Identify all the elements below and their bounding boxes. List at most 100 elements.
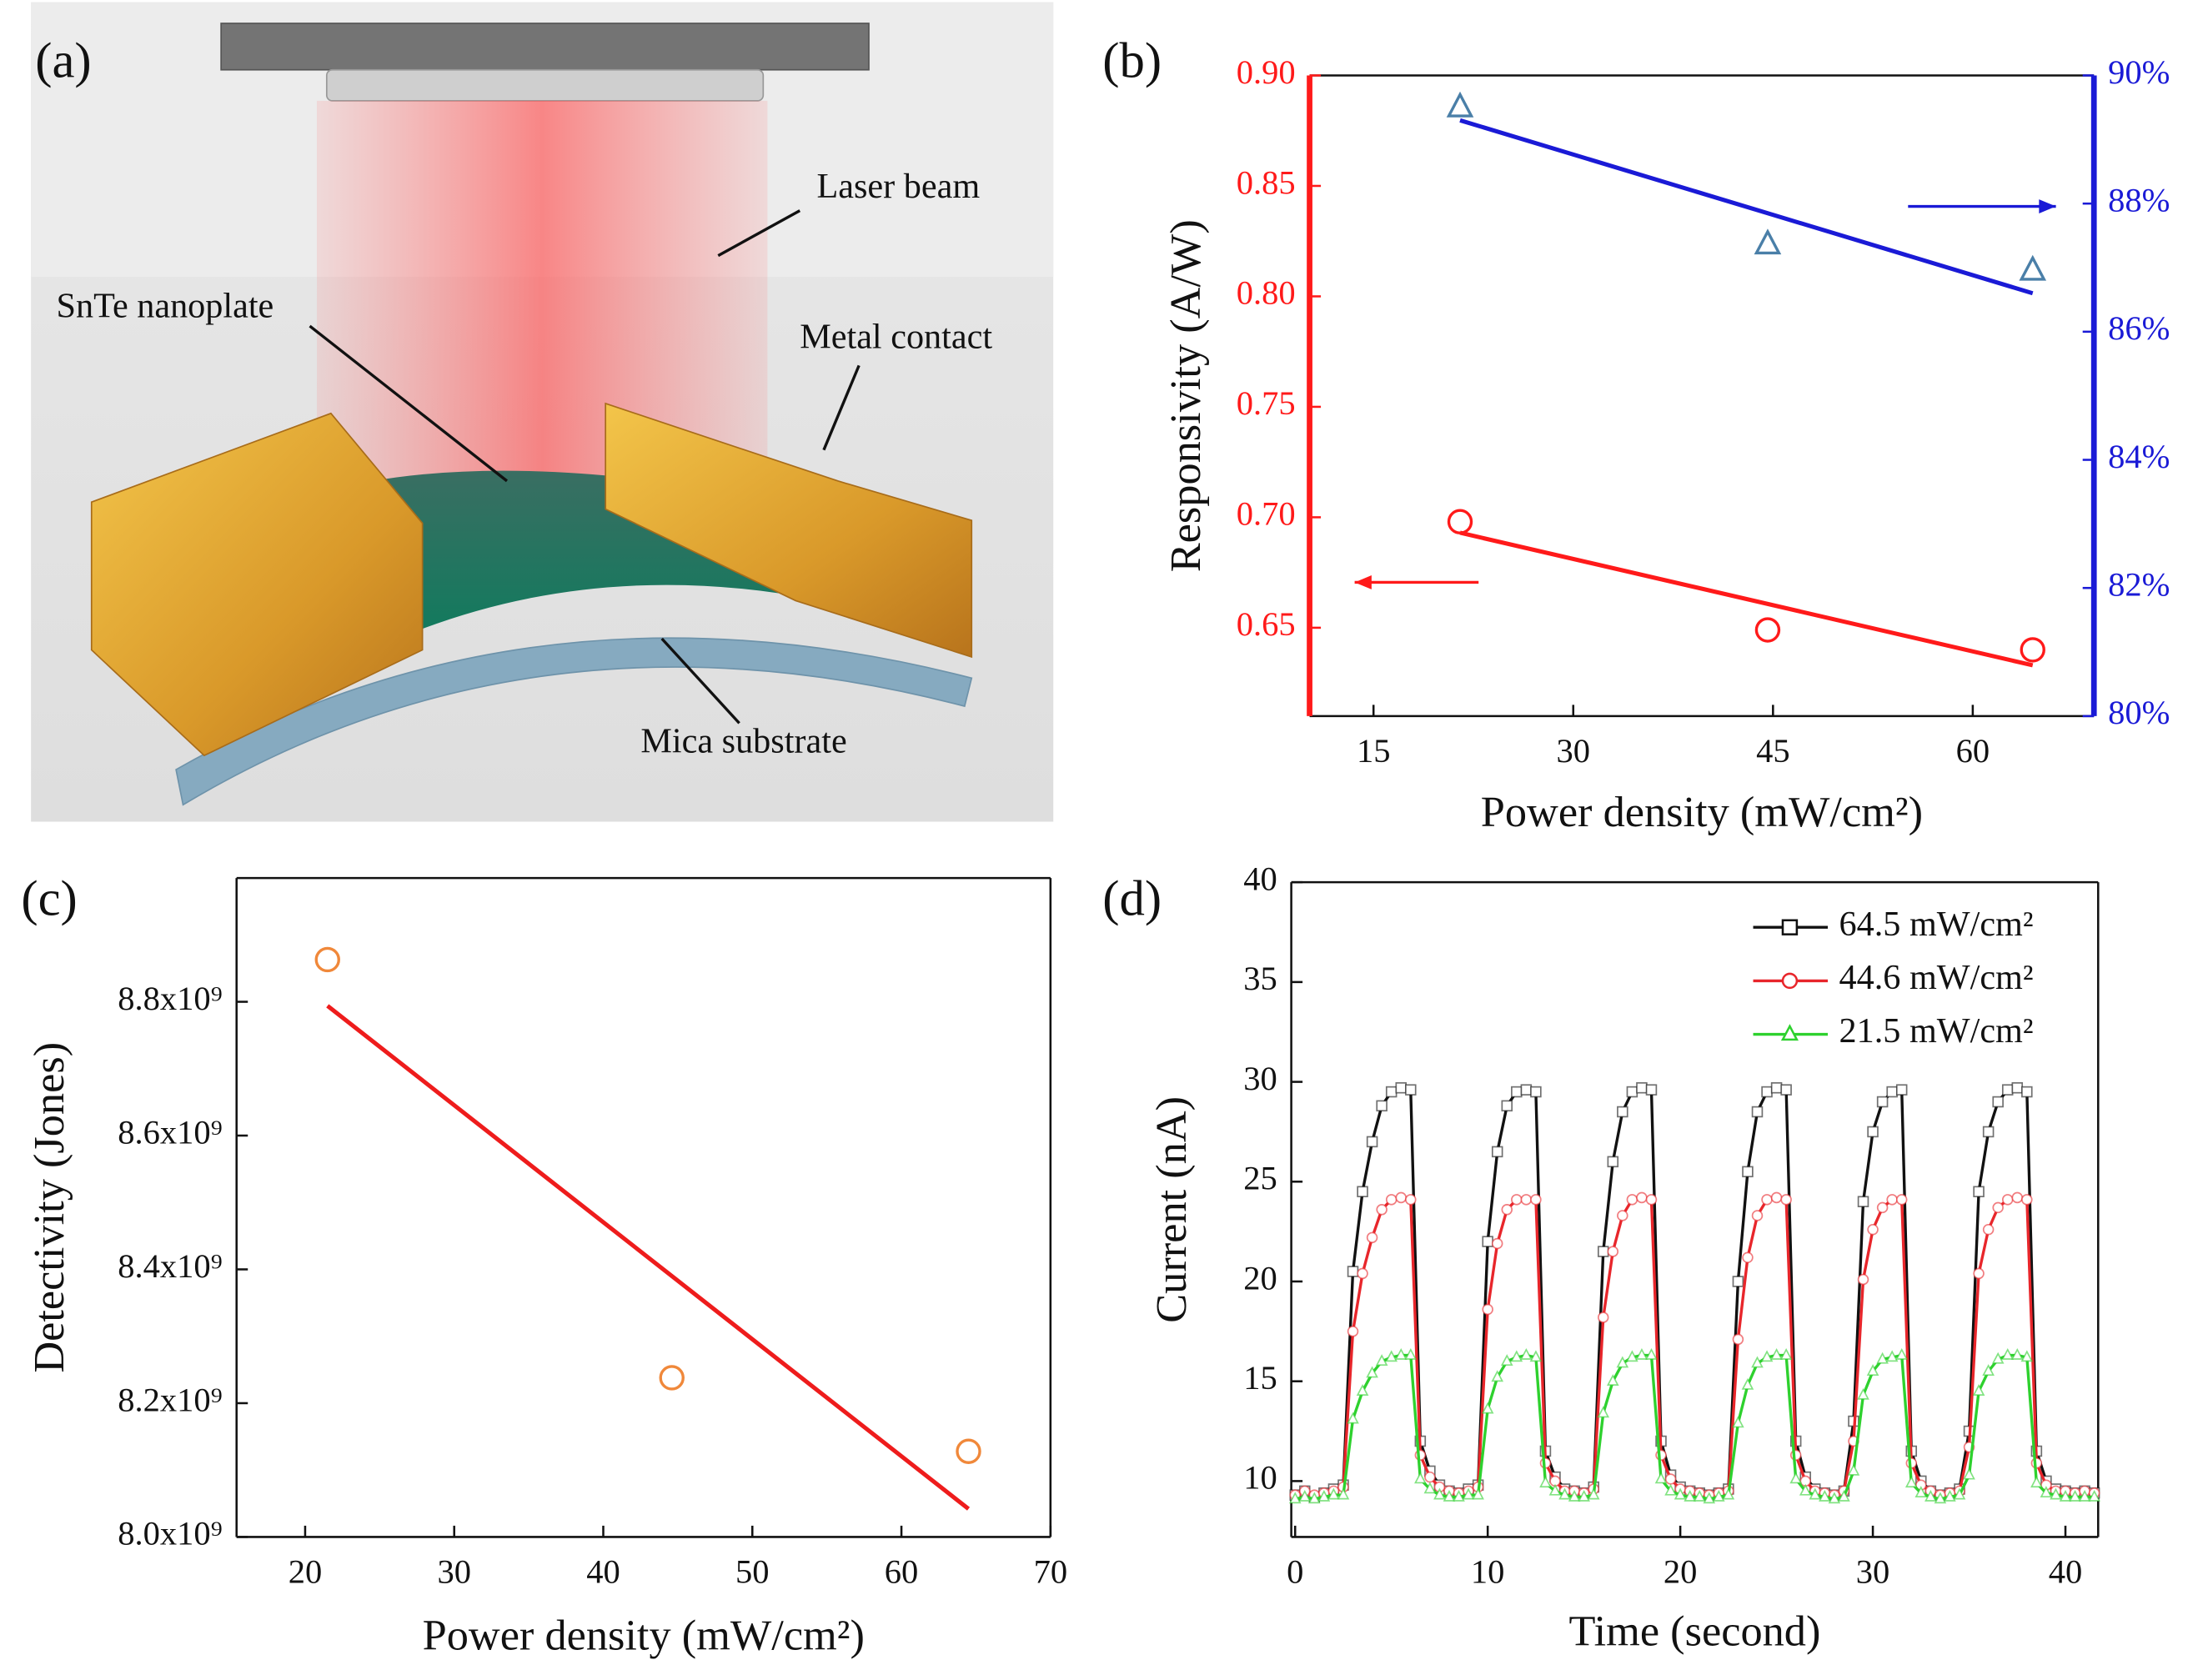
- marker: [1511, 1086, 1523, 1098]
- marker: [1491, 1370, 1504, 1382]
- marker: [1356, 1384, 1369, 1396]
- marker: [2001, 1084, 2014, 1096]
- marker: [2021, 1086, 2033, 1098]
- marker: [1645, 1347, 1658, 1360]
- panel-label: (d): [1102, 870, 1162, 926]
- marker: [1446, 91, 1474, 118]
- marker: [1472, 1487, 1484, 1500]
- marker: [1703, 1492, 1716, 1504]
- marker: [1693, 1489, 1706, 1502]
- marker: [2020, 637, 2045, 663]
- marker: [1491, 1237, 1503, 1250]
- arrow: [660, 637, 740, 725]
- marker: [1944, 1489, 1956, 1502]
- marker: [1886, 1086, 1898, 1098]
- y2-tick-label: 88%: [2108, 181, 2170, 218]
- marker: [1491, 1146, 1503, 1158]
- marker: [1924, 1489, 1937, 1502]
- x-axis-label: Power density (mW/cm²): [1481, 788, 1923, 836]
- y-tick-label: 0.65: [1237, 605, 1296, 643]
- marker: [1895, 1194, 1908, 1206]
- marker: [1395, 1082, 1408, 1094]
- y-axis-label: Current (nA): [1147, 1096, 1196, 1323]
- x-tick-label: 30: [1557, 732, 1591, 770]
- marker: [1751, 1356, 1764, 1368]
- x-tick-label: 50: [735, 1552, 770, 1590]
- y-tick-label: 8.2x10⁹: [118, 1381, 223, 1418]
- marker: [1828, 1492, 1841, 1504]
- marker: [1645, 1084, 1658, 1096]
- marker: [1809, 1487, 1822, 1500]
- marker: [1953, 1487, 1966, 1500]
- marker: [1500, 1354, 1513, 1367]
- marker: [1405, 1084, 1417, 1096]
- marker: [1414, 1472, 1427, 1484]
- marker: [1394, 1347, 1408, 1360]
- marker: [1423, 1482, 1437, 1494]
- y-axis-label: Responsivity (A/W): [1162, 219, 1210, 572]
- y2-tick-label: 80%: [2108, 694, 2170, 731]
- marker: [1539, 1476, 1552, 1488]
- marker: [1754, 617, 1781, 643]
- x-tick-label: 70: [1034, 1552, 1068, 1590]
- marker: [1317, 1489, 1331, 1502]
- marker: [2011, 1082, 2024, 1094]
- marker: [1405, 1194, 1417, 1206]
- x-tick-label: 30: [437, 1552, 471, 1590]
- marker: [1645, 1194, 1658, 1206]
- marker: [1511, 1194, 1523, 1206]
- marker: [1366, 1136, 1378, 1148]
- marker: [1751, 1210, 1764, 1221]
- x-tick-label: 0: [1287, 1552, 1303, 1590]
- marker: [1530, 1086, 1542, 1098]
- marker: [1443, 1489, 1456, 1502]
- marker: [2040, 1486, 2053, 1498]
- marker: [1867, 1223, 1879, 1236]
- marker: [1347, 1266, 1359, 1277]
- legend-label: 64.5 mW/cm²: [1839, 905, 2034, 944]
- marker: [1982, 1126, 1995, 1138]
- marker: [1904, 1476, 1918, 1488]
- marker: [1376, 1100, 1388, 1112]
- marker: [2059, 1489, 2072, 1502]
- marker: [1626, 1086, 1638, 1098]
- marker: [1799, 1483, 1812, 1496]
- marker: [1327, 1487, 1340, 1500]
- marker: [1779, 1347, 1793, 1360]
- marker: [1578, 1489, 1590, 1502]
- marker: [1972, 1384, 1985, 1396]
- marker: [1838, 1489, 1850, 1502]
- marker: [1992, 1096, 2004, 1108]
- y2-tick-label: 90%: [2108, 53, 2170, 91]
- marker: [1780, 1084, 1792, 1096]
- marker: [314, 946, 340, 973]
- marker: [1991, 1352, 2005, 1364]
- x-tick-label: 15: [1357, 732, 1391, 770]
- x-tick-label: 20: [1664, 1552, 1698, 1590]
- panel-label: (b): [1102, 33, 1162, 89]
- marker: [1357, 1186, 1368, 1198]
- marker: [1337, 1487, 1350, 1500]
- marker: [1501, 1204, 1513, 1216]
- metal-contact: [605, 402, 973, 659]
- panel-a: (a) Laser beam SnTe nanoplate Metal cont…: [31, 2, 1054, 822]
- marker: [1934, 1492, 1947, 1504]
- marker: [1597, 1406, 1610, 1418]
- marker: [1298, 1489, 1312, 1502]
- y-tick-label: 10: [1243, 1459, 1277, 1497]
- y-tick-label: 0.90: [1237, 53, 1296, 91]
- marker: [1754, 228, 1782, 255]
- x-tick-label: 20: [289, 1552, 323, 1590]
- marker: [2001, 1194, 2014, 1206]
- marker: [1617, 1106, 1628, 1118]
- marker: [2019, 254, 2047, 281]
- marker: [1453, 1489, 1465, 1502]
- marker: [1789, 1472, 1803, 1484]
- marker: [1385, 1086, 1398, 1098]
- marker: [1770, 1082, 1783, 1094]
- marker: [1741, 1377, 1754, 1390]
- marker: [1857, 1196, 1869, 1207]
- marker: [1857, 1387, 1869, 1400]
- marker: [1867, 1126, 1879, 1138]
